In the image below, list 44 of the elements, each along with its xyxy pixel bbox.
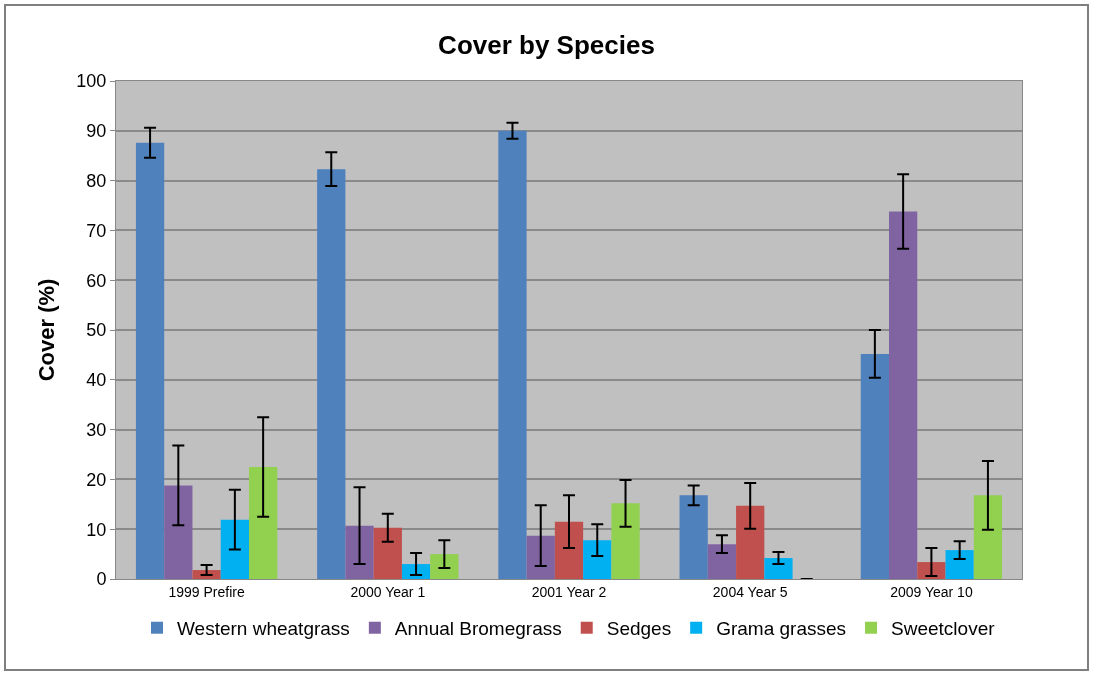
x-tick-label: 2004 Year 5 bbox=[712, 583, 788, 600]
y-tick-label: 60 bbox=[86, 270, 107, 291]
bar bbox=[373, 527, 402, 579]
bar bbox=[554, 521, 584, 579]
chart-title: Cover by Species bbox=[438, 30, 655, 61]
bar bbox=[679, 495, 708, 579]
x-tick-label: 2009 Year 10 bbox=[890, 583, 973, 600]
legend-label: Western wheatgrass bbox=[177, 618, 350, 640]
y-tick-label: 40 bbox=[86, 370, 107, 391]
bar bbox=[945, 550, 974, 579]
bar bbox=[764, 558, 793, 579]
y-tick-label: 0 bbox=[96, 569, 107, 590]
y-tick-label: 10 bbox=[86, 519, 107, 540]
bar bbox=[135, 142, 165, 579]
legend-label: Annual Bromegrass bbox=[394, 618, 562, 640]
bar bbox=[317, 169, 346, 579]
legend-label: Sweetclover bbox=[891, 618, 996, 640]
bar bbox=[860, 353, 889, 579]
bar bbox=[973, 495, 1003, 579]
bar bbox=[707, 544, 737, 579]
bar bbox=[611, 503, 640, 579]
x-tick-label: 2001 Year 2 bbox=[531, 583, 607, 600]
legend-label: Grama grasses bbox=[716, 618, 847, 640]
x-tick-label: 2000 Year 1 bbox=[350, 583, 426, 600]
bar bbox=[889, 211, 918, 579]
bar bbox=[220, 519, 249, 579]
y-tick-label: 50 bbox=[86, 320, 107, 341]
y-tick-label: 80 bbox=[86, 170, 107, 191]
y-tick-label: 90 bbox=[86, 121, 107, 142]
bar bbox=[430, 554, 459, 579]
x-tick-label: 1999 Prefire bbox=[168, 583, 245, 600]
bar bbox=[736, 505, 765, 579]
y-tick-label: 70 bbox=[86, 220, 107, 241]
y-tick-label: 30 bbox=[86, 419, 107, 440]
y-axis-title: Cover (%) bbox=[34, 278, 60, 382]
bar bbox=[526, 535, 555, 579]
bar bbox=[498, 130, 527, 579]
y-tick-label: 20 bbox=[86, 469, 107, 490]
bar bbox=[164, 485, 193, 579]
bar bbox=[583, 540, 612, 579]
bar bbox=[345, 525, 374, 579]
legend-label: Sedges bbox=[606, 618, 672, 640]
bar bbox=[249, 466, 278, 579]
y-tick-label: 100 bbox=[76, 71, 107, 92]
